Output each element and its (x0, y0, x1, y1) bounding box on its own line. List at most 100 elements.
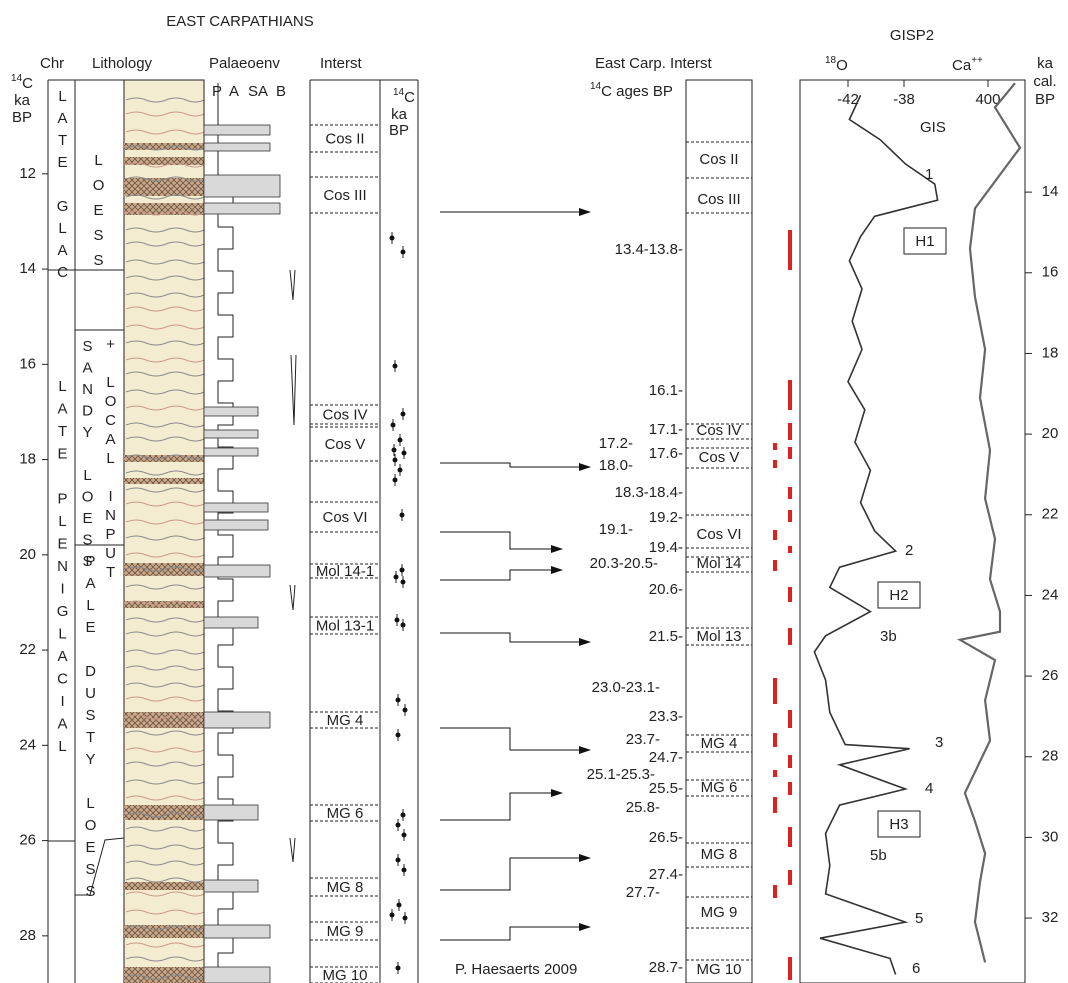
lithology-texture (125, 761, 205, 767)
y-tick-label: 18 (19, 451, 36, 468)
date-point (394, 617, 400, 623)
date-range-bar (788, 230, 792, 270)
palaeoenv-bar (203, 879, 259, 893)
lithology-hatch (124, 712, 204, 728)
lithology-texture (125, 97, 205, 103)
palaeoenv-bar (203, 966, 271, 983)
column-header: Chr (40, 55, 64, 72)
lithology-texture (125, 925, 205, 931)
correlation-arrow (440, 854, 591, 891)
lithology-texture (125, 535, 205, 541)
date-point (397, 437, 403, 443)
axis-label: BP (12, 109, 32, 126)
date-range-bar (788, 380, 792, 410)
date-point (399, 567, 405, 573)
lithology-hatch (124, 882, 204, 890)
event-label: 3b (880, 628, 897, 645)
age-label: 23.0-23.1- (592, 679, 660, 696)
date-point (401, 832, 407, 838)
date-point (400, 579, 406, 585)
y-tick-label: 12 (19, 165, 36, 182)
date-range-bar (788, 487, 792, 499)
age-label: 27.7- (626, 884, 660, 901)
age-label: 19.2- (649, 509, 683, 526)
date-point (389, 912, 395, 918)
y-tick-label: 20 (19, 546, 36, 563)
lithology-texture (125, 584, 205, 590)
ca-curve (956, 82, 1022, 963)
date-point (393, 574, 399, 580)
credit: P. Haesaerts 2009 (455, 961, 577, 978)
lithology-texture (125, 275, 205, 281)
date-range-bar (788, 870, 792, 885)
lithology-hatch (124, 143, 204, 150)
lithology-texture (125, 826, 205, 832)
interstadial-label: Cos VI (696, 526, 741, 543)
age-label: 28.7- (649, 959, 683, 976)
unit-label: LOESS (90, 152, 107, 277)
age-label: 13.4-13.8- (615, 241, 683, 258)
panel-title: GISP2 (890, 27, 934, 44)
date-point (389, 235, 395, 241)
correlation-arrow (440, 462, 591, 471)
age-label: 17.2- (599, 435, 633, 452)
lithology-texture (125, 340, 205, 346)
event-box (903, 227, 947, 255)
palaeoenv-bar (203, 564, 271, 578)
date-point (400, 812, 406, 818)
y-tick-label: 22 (19, 641, 36, 658)
x-tick-label: -38 (893, 91, 915, 108)
palaeoenv-bar (203, 429, 259, 439)
date-range-bar (788, 447, 792, 459)
vegetation-mark (289, 269, 296, 301)
age-label: 17.1- (649, 421, 683, 438)
age-label: 25.1-25.3- (587, 766, 655, 783)
column-header: Interst (320, 55, 363, 72)
date-range-bar (773, 530, 777, 540)
y-tick-label: 24 (19, 736, 36, 753)
age-label: 20.6- (649, 581, 683, 598)
date-point (401, 867, 407, 873)
label-text: Ca (952, 57, 972, 74)
event-label: 3 (935, 734, 943, 751)
lithology-hatch (124, 805, 204, 820)
interstadial-label: Cos IV (322, 406, 367, 423)
lithology-texture (125, 470, 205, 476)
event-label: 6 (912, 960, 920, 977)
date-point (400, 411, 406, 417)
age-label: 18.3-18.4- (615, 484, 683, 501)
lithology-hatch (124, 157, 204, 165)
date-range-bar (773, 885, 777, 898)
lithology-texture (125, 844, 205, 850)
unit-label: SANDY LOESS (79, 338, 96, 575)
age-label: 23.7- (626, 731, 660, 748)
date-point (402, 707, 408, 713)
series-label: Ca++ (952, 55, 983, 74)
date-range-bar (788, 510, 792, 522)
lithology-texture (125, 631, 205, 637)
interstadial-label: Cos II (325, 130, 364, 147)
lithology-texture (125, 194, 205, 200)
lithology-texture (125, 974, 205, 980)
date-range-bar (788, 710, 792, 728)
date-range-bar (788, 782, 792, 795)
date-point (395, 857, 401, 863)
gis-label: GIS (920, 119, 946, 136)
lithology-texture (125, 501, 205, 507)
y-tick-label: 24 (1042, 586, 1059, 603)
date-range-bar (788, 587, 792, 602)
date-range-bar (773, 678, 777, 704)
lithology-texture (125, 436, 205, 442)
lithology-texture (125, 487, 205, 493)
date-range-bar (773, 797, 777, 813)
superscript: ++ (971, 55, 983, 66)
vegetation-mark (290, 354, 297, 426)
interstadial-label: Cos VI (322, 509, 367, 526)
x-tick-label: -42 (837, 91, 859, 108)
unit-label: LATE PLENIGLACIAL (54, 378, 71, 761)
date-range-bar (773, 733, 777, 747)
lithology-hatch (124, 601, 204, 608)
interstadial-label: MG 9 (701, 904, 738, 921)
lithology-texture (125, 682, 205, 688)
